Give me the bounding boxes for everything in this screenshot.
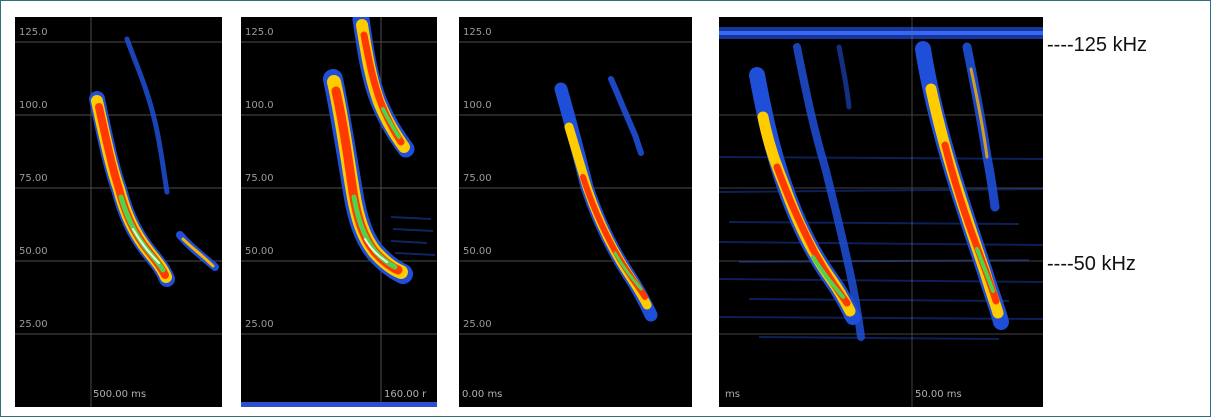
ytick-label: 100.0 xyxy=(245,100,274,111)
main-call-peak-center xyxy=(364,238,388,263)
main-call-peak xyxy=(613,251,643,291)
ytick-label: 125.0 xyxy=(19,27,48,38)
ytick-label: 125.0 xyxy=(463,27,492,38)
call-2-peak xyxy=(975,247,995,293)
grid xyxy=(459,41,692,335)
ytick-label: 75.00 xyxy=(19,173,48,184)
time-label: 160.00 r xyxy=(384,389,427,400)
top-noise-band-core xyxy=(719,31,1043,35)
ytick-label: 125.0 xyxy=(245,27,274,38)
ytick-label: 50.00 xyxy=(463,246,492,257)
ytick-label: 25.00 xyxy=(19,319,48,330)
time-label: 0.00 ms xyxy=(462,389,503,400)
echo-call-trace xyxy=(608,76,644,156)
bottom-bar xyxy=(241,402,437,407)
call-1-peak xyxy=(811,255,845,299)
spectrogram-panel-1-plot xyxy=(15,17,222,407)
spectrogram-panel-4: ms 50.00 ms xyxy=(719,17,1043,407)
grid xyxy=(719,17,1043,407)
echo-call-tail-core xyxy=(181,237,215,268)
spectrogram-panel-2-plot xyxy=(241,17,437,407)
echo-call-trace xyxy=(836,44,852,110)
echo-call-trace xyxy=(793,43,865,341)
annotation-50-khz: ----50 kHz xyxy=(1047,253,1136,275)
main-call-peak-center xyxy=(132,228,160,264)
ytick-label: 75.00 xyxy=(463,173,492,184)
spectrogram-panel-3: 125.0 100.0 75.00 50.00 25.00 0.00 ms xyxy=(459,17,692,407)
time-label: 50.00 ms xyxy=(915,389,962,400)
ytick-label: 50.00 xyxy=(19,246,48,257)
second-call-peak xyxy=(381,107,401,139)
ytick-label: 50.00 xyxy=(245,246,274,257)
annotation-125-khz: ----125 kHz xyxy=(1047,34,1148,56)
ytick-label: 100.0 xyxy=(19,100,48,111)
time-label: 500.00 ms xyxy=(93,389,147,400)
noise-streaks xyxy=(390,216,436,256)
ytick-label: 25.00 xyxy=(245,319,274,330)
spectrogram-panel-2: 125.0 100.0 75.00 50.00 25.00 160.00 r xyxy=(241,17,437,407)
ytick-label: 100.0 xyxy=(463,100,492,111)
ytick-label: 25.00 xyxy=(463,319,492,330)
spectrogram-panel-1: 125.0 100.0 75.00 50.00 25.00 500.00 ms xyxy=(15,17,222,407)
echo-call-trace xyxy=(124,36,170,195)
spectrogram-panel-4-plot xyxy=(719,17,1043,407)
spectrogram-panel-3-plot xyxy=(459,41,692,335)
ytick-label: 75.00 xyxy=(245,173,274,184)
time-label-left: ms xyxy=(725,389,740,400)
echo-call-trace-core xyxy=(969,67,989,159)
